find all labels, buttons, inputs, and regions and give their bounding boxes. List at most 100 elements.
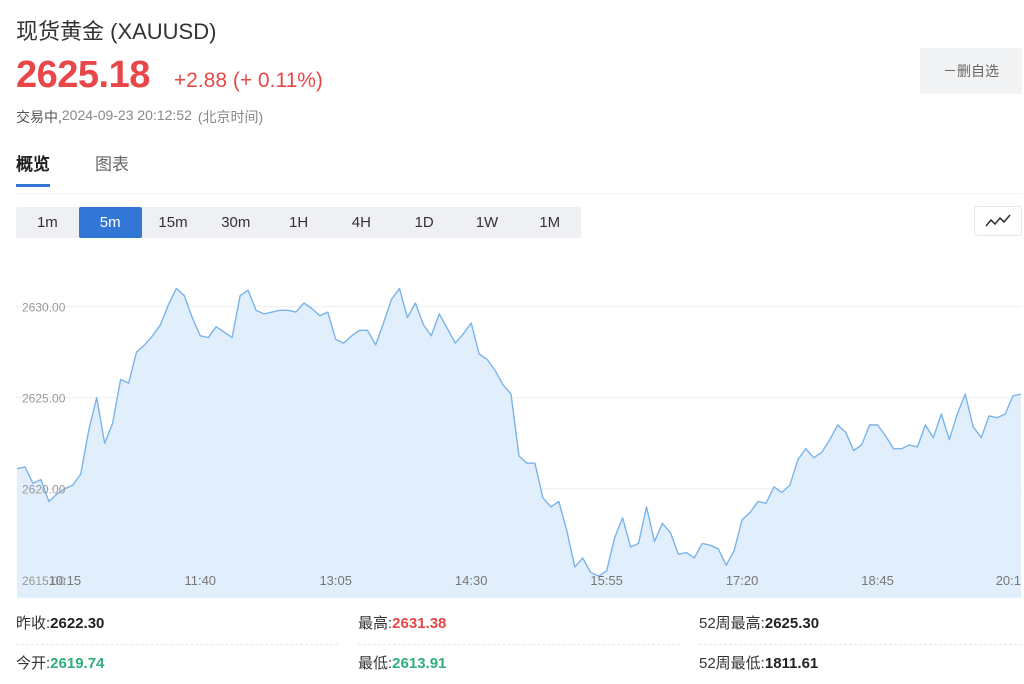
stat-label: 昨收: bbox=[16, 615, 51, 632]
price-point bbox=[104, 443, 105, 444]
view-tabs: 概览 图表 bbox=[16, 150, 174, 187]
price-point bbox=[495, 370, 496, 371]
period-4h[interactable]: 4H bbox=[351, 214, 371, 231]
x-tick-label: 15:55 bbox=[590, 573, 623, 588]
price-point bbox=[112, 423, 113, 424]
price-point bbox=[773, 486, 774, 487]
tab-chart[interactable]: 图表 bbox=[95, 155, 129, 174]
chart-type-button[interactable] bbox=[974, 206, 1022, 236]
x-tick-label: 13:05 bbox=[319, 573, 352, 588]
price-point bbox=[232, 337, 233, 338]
stat-prev-close: 昨收:2622.30 bbox=[16, 604, 104, 644]
price-point bbox=[168, 304, 169, 305]
period-1h[interactable]: 1H bbox=[288, 214, 309, 231]
price-point bbox=[24, 466, 25, 467]
price-point bbox=[224, 332, 225, 333]
price-point bbox=[925, 424, 926, 425]
stat-open: 今开:2619.74 bbox=[16, 644, 104, 684]
remove-watchlist-button[interactable]: －删自选 bbox=[920, 48, 1022, 94]
price-line bbox=[16, 287, 1022, 577]
period-1m[interactable]: 1m bbox=[36, 214, 58, 231]
price-point bbox=[279, 310, 280, 311]
price-point bbox=[630, 546, 631, 547]
stat-label: 52周最低: bbox=[699, 655, 765, 672]
price-point bbox=[152, 335, 153, 336]
period-15m[interactable]: 15m bbox=[158, 214, 188, 231]
price-point bbox=[917, 446, 918, 447]
price-area bbox=[17, 288, 1021, 598]
price-point bbox=[526, 463, 527, 464]
price-point bbox=[805, 448, 806, 449]
price-point bbox=[303, 302, 304, 303]
price-point bbox=[646, 506, 647, 507]
price-point bbox=[96, 397, 97, 398]
y-tick-label: 2620.00 bbox=[22, 483, 66, 497]
price-point bbox=[48, 501, 49, 502]
price-point bbox=[742, 519, 743, 520]
price-point bbox=[686, 552, 687, 553]
price-point bbox=[757, 501, 758, 502]
price-point bbox=[255, 310, 256, 311]
price-row: 2625.18 +2.88 (+ 0.11%) bbox=[16, 54, 323, 97]
price-point bbox=[319, 315, 320, 316]
period-30m[interactable]: 30m bbox=[221, 214, 251, 231]
stat-value: 2622.30 bbox=[50, 615, 105, 632]
price-point bbox=[542, 497, 543, 498]
price-point bbox=[184, 295, 185, 296]
quote-datetime: 2024-09-23 20:12:52 bbox=[61, 107, 192, 123]
stat-value: 1811.61 bbox=[764, 655, 819, 672]
price-point bbox=[471, 322, 472, 323]
price-change: +2.88 (+ 0.11%) bbox=[173, 69, 323, 92]
price-point bbox=[829, 439, 830, 440]
tab-overview[interactable]: 概览 bbox=[16, 150, 50, 187]
price-point bbox=[200, 335, 201, 336]
x-tick-label: 14:30 bbox=[455, 573, 488, 588]
price-point bbox=[327, 312, 328, 313]
stats-row-2: 今开:2619.74 最低:2613.91 52周最低:1811.61 bbox=[16, 644, 1022, 684]
price-point bbox=[311, 308, 312, 309]
price-point bbox=[989, 415, 990, 416]
period-1d[interactable]: 1D bbox=[414, 214, 434, 231]
price-point bbox=[638, 543, 639, 544]
price-point bbox=[606, 570, 607, 571]
price-point bbox=[510, 393, 511, 394]
price-point bbox=[965, 393, 966, 394]
period-1mo[interactable]: 1M bbox=[539, 214, 561, 231]
price-point bbox=[144, 344, 145, 345]
price-point bbox=[654, 541, 655, 542]
price-point bbox=[662, 523, 663, 524]
price-point bbox=[997, 417, 998, 418]
price-point bbox=[160, 324, 161, 325]
price-point bbox=[622, 517, 623, 518]
price-point bbox=[208, 337, 209, 338]
price-point bbox=[893, 448, 894, 449]
tabs-divider bbox=[16, 193, 1022, 194]
stat-divider bbox=[16, 644, 338, 645]
price-point bbox=[431, 335, 432, 336]
stats-row-1: 昨收:2622.30 最高:2631.38 52周最高:2625.30 bbox=[16, 604, 1022, 645]
price-point bbox=[853, 450, 854, 451]
price-point bbox=[503, 384, 504, 385]
price-point bbox=[813, 457, 814, 458]
price-point bbox=[558, 501, 559, 502]
stat-divider bbox=[699, 644, 1022, 645]
price-point bbox=[455, 343, 456, 344]
price-point bbox=[248, 290, 249, 291]
period-5m[interactable]: 5m bbox=[78, 207, 142, 238]
stat-value: 2619.74 bbox=[50, 655, 105, 672]
stat-52w-high: 52周最高:2625.30 bbox=[699, 604, 819, 644]
market-status: 交易中, bbox=[16, 109, 62, 125]
price-point bbox=[726, 565, 727, 566]
price-point bbox=[837, 424, 838, 425]
price-point bbox=[415, 302, 416, 303]
price-point bbox=[295, 312, 296, 313]
price-point bbox=[287, 310, 288, 311]
y-tick-label: 2630.00 bbox=[22, 301, 66, 315]
period-1w[interactable]: 1W bbox=[475, 214, 499, 231]
price-point bbox=[128, 383, 129, 384]
price-point bbox=[973, 426, 974, 427]
price-point bbox=[534, 463, 535, 464]
price-point bbox=[271, 312, 272, 313]
x-tick-label: 11:40 bbox=[184, 573, 216, 588]
price-point bbox=[789, 485, 790, 486]
